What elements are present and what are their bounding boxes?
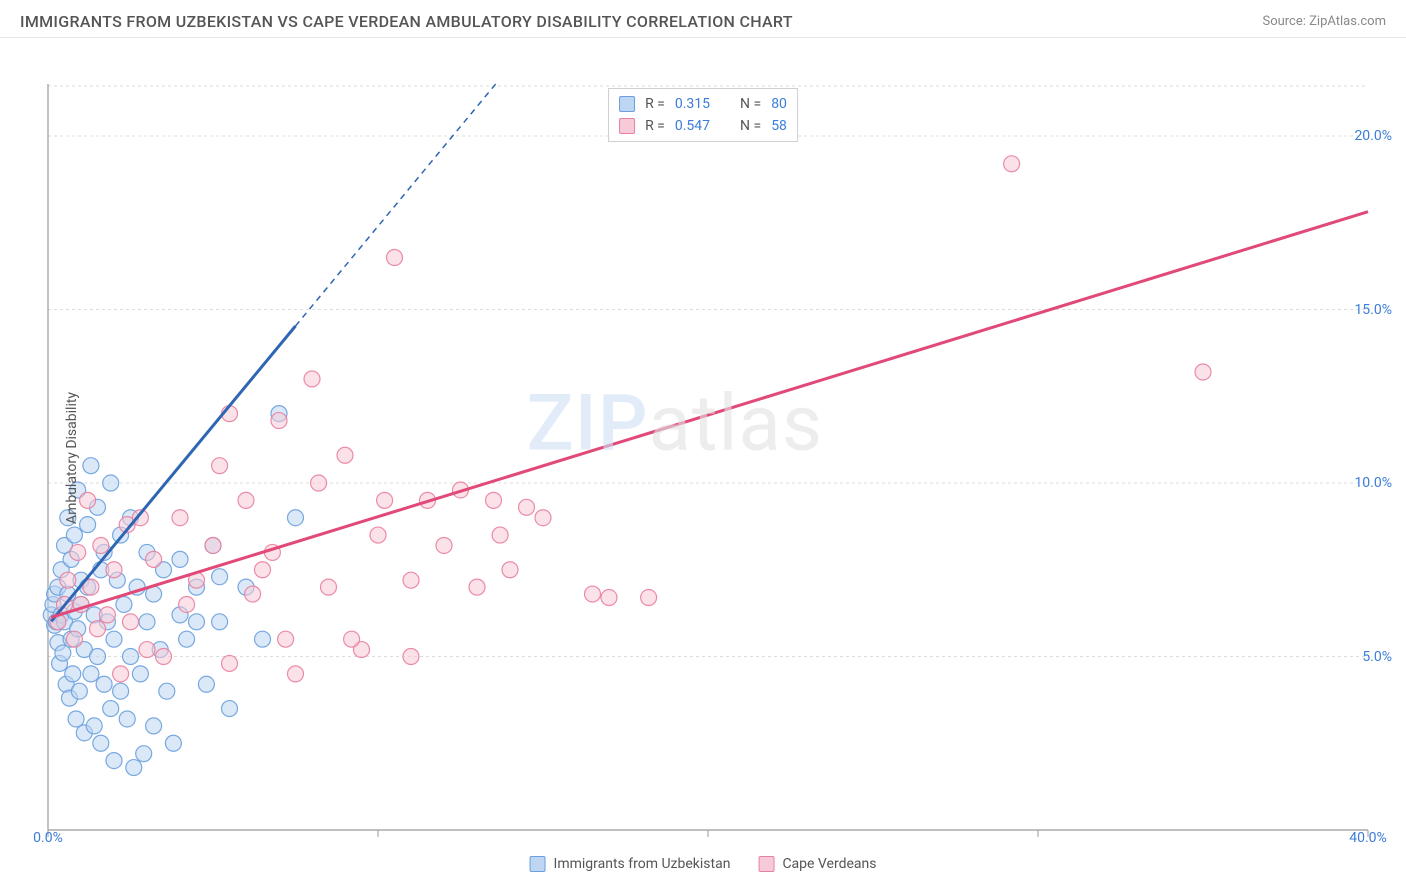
y-tick-label: 10.0%: [1354, 475, 1392, 491]
legend-label: Cape Verdeans: [782, 856, 876, 872]
n-value: 80: [771, 93, 787, 115]
x-tick-label: 0.0%: [33, 830, 63, 846]
legend-label: Immigrants from Uzbekistan: [554, 856, 731, 872]
source-attribution: Source: ZipAtlas.com: [1262, 14, 1386, 29]
r-label: R =: [645, 115, 665, 137]
legend-item: Immigrants from Uzbekistan: [530, 856, 731, 872]
source-label: Source:: [1262, 14, 1309, 29]
y-tick-label: 15.0%: [1354, 302, 1392, 318]
y-tick-label: 20.0%: [1354, 128, 1392, 144]
title-bar: IMMIGRANTS FROM UZBEKISTAN VS CAPE VERDE…: [0, 0, 1406, 38]
legend-swatch-blue: [619, 96, 635, 112]
legend-item: Cape Verdeans: [758, 856, 876, 872]
x-tick-label: 40.0%: [1349, 830, 1387, 846]
source-name: ZipAtlas.com: [1309, 14, 1386, 29]
legend-swatch-pink: [758, 856, 774, 872]
correlation-legend: R = 0.315 N = 80 R = 0.547 N = 58: [608, 88, 798, 142]
legend-swatch-blue: [530, 856, 546, 872]
legend-row: R = 0.547 N = 58: [619, 115, 787, 137]
series-legend: Immigrants from Uzbekistan Cape Verdeans: [530, 856, 877, 872]
r-label: R =: [645, 93, 665, 115]
n-label: N =: [740, 93, 761, 115]
r-value: 0.547: [675, 115, 710, 137]
n-label: N =: [740, 115, 761, 137]
r-value: 0.315: [675, 93, 710, 115]
legend-row: R = 0.315 N = 80: [619, 93, 787, 115]
y-tick-label: 5.0%: [1362, 649, 1392, 665]
n-value: 58: [771, 115, 787, 137]
y-axis-label: Ambulatory Disability: [64, 392, 80, 524]
legend-swatch-pink: [619, 118, 635, 134]
chart-title: IMMIGRANTS FROM UZBEKISTAN VS CAPE VERDE…: [20, 12, 793, 31]
scatter-plot: [0, 38, 1406, 878]
chart-area: Ambulatory Disability ZIPatlas R = 0.315…: [0, 38, 1406, 878]
